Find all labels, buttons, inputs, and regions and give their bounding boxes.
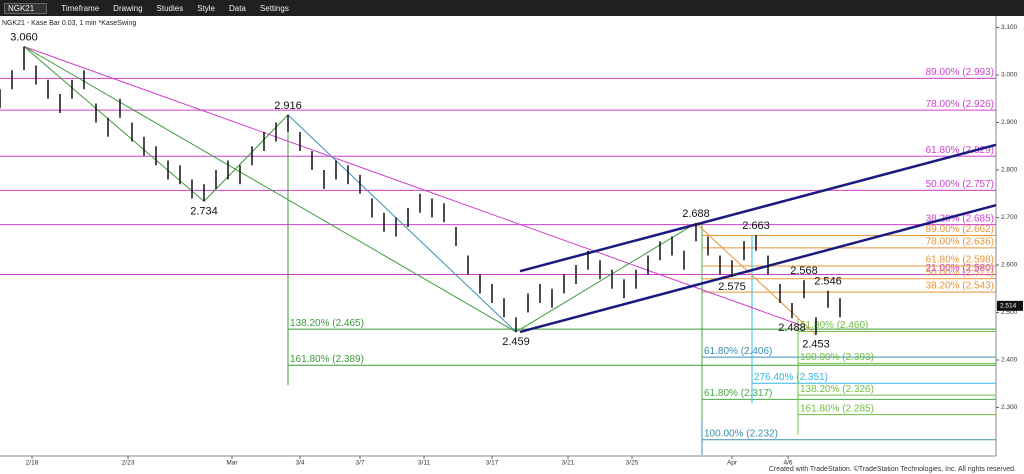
trendline	[23, 46, 205, 202]
toolbar-item[interactable]: Settings	[259, 3, 289, 13]
fib-level-label: 78.00% (2.926)	[926, 99, 994, 110]
fib-level-label: 100.00% (2.232)	[704, 428, 778, 439]
y-tick-label: 2.900	[1001, 119, 1018, 126]
x-tick-label: 3/17	[486, 460, 499, 467]
swing-label: 2.546	[814, 276, 842, 288]
swing-label: 2.916	[274, 100, 302, 112]
fib-level-label: 61.80% (2.317)	[704, 388, 772, 399]
chart-subtitle: NGK21 - Kase Bar 0.03, 1 min *KaseSwing	[2, 20, 136, 27]
fib-level-label: 138.20% (2.326)	[800, 384, 874, 395]
fib-level-label: 61.80% (2.406)	[704, 346, 772, 357]
fib-level-label: 61.80% (2.829)	[926, 145, 994, 156]
swing-label: 2.663	[742, 220, 770, 232]
fib-level-label: 89.00% (2.993)	[926, 67, 994, 78]
copyright: Created with TradeStation. ©TradeStation…	[769, 465, 1016, 473]
swing-label: 2.459	[502, 336, 530, 348]
swing-label: 2.575	[718, 281, 746, 293]
x-tick-label: 3/11	[418, 460, 431, 467]
trendline	[515, 222, 697, 333]
fib-level-label: 21.00% (2.580)	[926, 263, 994, 274]
toolbar-item[interactable]: Style	[197, 3, 215, 13]
y-tick-label: 3.100	[1001, 24, 1018, 31]
x-tick-label: 4/6	[783, 460, 792, 467]
fib-level-label: 161.80% (2.389)	[290, 354, 364, 365]
fib-level-label: 78.00% (2.636)	[926, 237, 994, 248]
symbol-box[interactable]: NGK21	[4, 2, 48, 14]
trendline	[519, 203, 997, 334]
x-tick-label: 3/4	[295, 460, 304, 467]
fib-level-label: 100.00% (2.393)	[800, 352, 874, 363]
last-price-box	[997, 300, 1023, 311]
fib-level-label: 38.20% (2.543)	[926, 281, 994, 292]
fib-level-label: 89.00% (2.662)	[926, 224, 994, 235]
fib-level-label: 138.20% (2.465)	[290, 318, 364, 329]
swing-label: 2.488	[778, 322, 806, 334]
swing-label: 2.734	[190, 205, 218, 217]
y-tick-label: 2.800	[1001, 167, 1018, 174]
trendline	[695, 222, 817, 336]
toolbar-item[interactable]: Drawing	[113, 3, 143, 13]
trendline	[203, 114, 289, 202]
trendline	[287, 114, 517, 333]
x-tick-label: Apr	[727, 460, 738, 467]
trendline	[519, 143, 997, 273]
swing-label: 3.060	[10, 31, 38, 43]
x-tick-label: 3/21	[562, 460, 575, 467]
fib-level-label: 161.80% (2.285)	[800, 403, 874, 414]
fib-level-label: 61.80% (2.598)	[926, 255, 994, 266]
fib-level-label: 50.00% (2.571)	[926, 267, 994, 278]
x-tick-label: 3/25	[626, 460, 639, 467]
trendline	[23, 46, 517, 333]
y-tick-label: 2.700	[1001, 214, 1018, 221]
y-tick-label: 3.000	[1001, 72, 1018, 79]
swing-label: 2.568	[790, 265, 818, 277]
y-tick-label: 2.300	[1001, 404, 1018, 411]
toolbar-item[interactable]: Timeframe	[61, 3, 100, 13]
x-tick-label: 2/18	[26, 460, 39, 467]
fib-level-label: 50.00% (2.757)	[926, 179, 994, 190]
toolbar-item[interactable]: Data	[229, 3, 246, 13]
fib-level-label: 38.20% (2.685)	[926, 213, 994, 224]
last-price-label: 2.514	[1000, 303, 1017, 310]
swing-label: 2.688	[682, 208, 710, 220]
x-tick-label: 3/7	[355, 460, 364, 467]
x-tick-label: 2/23	[122, 460, 135, 467]
y-tick-label: 2.600	[1001, 262, 1018, 269]
y-tick-label: 2.500	[1001, 309, 1018, 316]
trendline	[23, 46, 801, 326]
swing-label: 2.453	[802, 339, 830, 351]
y-tick-label: 2.400	[1001, 357, 1018, 364]
fib-level-label: 276.40% (2.351)	[754, 372, 828, 383]
toolbar-item[interactable]: Studies	[156, 3, 184, 13]
x-tick-label: Mar	[226, 460, 238, 467]
toolbar: NGK21 Timeframe Drawing Studies Style Da…	[0, 0, 1024, 16]
fib-level-label: 61.80% (2.460)	[800, 320, 868, 331]
background	[0, 16, 1024, 474]
